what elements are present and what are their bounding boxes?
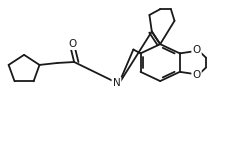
Text: O: O <box>191 70 200 80</box>
Text: N: N <box>112 78 120 88</box>
Text: O: O <box>191 45 200 55</box>
Text: O: O <box>68 39 76 49</box>
